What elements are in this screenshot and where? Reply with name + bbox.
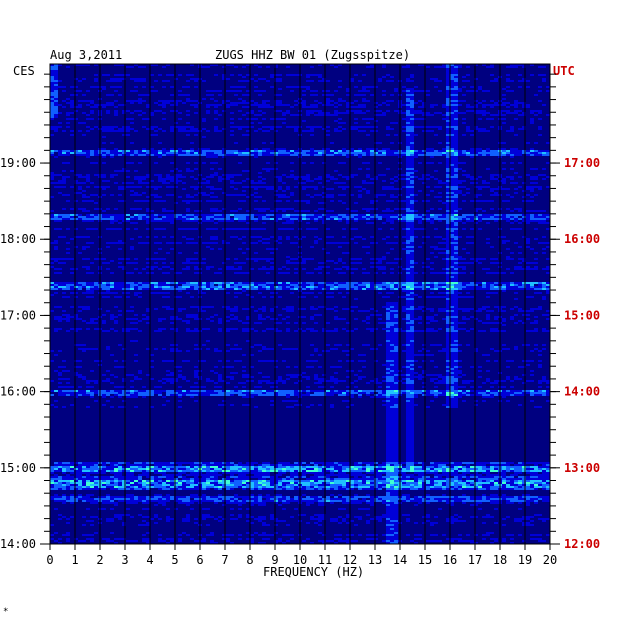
x-axis-label: FREQUENCY (HZ) <box>263 565 365 579</box>
x-tick-label: 13 <box>368 553 382 567</box>
x-tick-label: 5 <box>171 553 178 567</box>
y-tick-label-utc: 17:00 <box>564 156 600 170</box>
y-tick-label-local: 16:00 <box>0 385 36 399</box>
x-tick-label: 14 <box>393 553 407 567</box>
x-tick-label: 15 <box>418 553 432 567</box>
x-tick-label: 16 <box>443 553 457 567</box>
y-tick-label-utc: 13:00 <box>564 461 600 475</box>
x-tick-label: 11 <box>318 553 332 567</box>
spectrogram-cells <box>50 64 550 544</box>
y-tick-label-utc: 14:00 <box>564 385 600 399</box>
x-tick-label: 12 <box>343 553 357 567</box>
x-tick-label: 4 <box>146 553 153 567</box>
y-tick-label-local: 14:00 <box>0 537 36 551</box>
x-tick-label: 18 <box>493 553 507 567</box>
y-tick-label-local: 17:00 <box>0 308 36 322</box>
y-tick-label-utc: 12:00 <box>564 537 600 551</box>
station-title: ZUGS HHZ BW 01 (Zugsspitze) <box>215 48 411 62</box>
x-tick-label: 3 <box>121 553 128 567</box>
x-tick-label: 20 <box>543 553 557 567</box>
y-tick-label-utc: 15:00 <box>564 308 600 322</box>
x-tick-label: 1 <box>71 553 78 567</box>
x-tick-label: 6 <box>196 553 203 567</box>
y-tick-label-local: 15:00 <box>0 461 36 475</box>
x-tick-label: 10 <box>293 553 307 567</box>
x-tick-label: 17 <box>468 553 482 567</box>
y-tick-label-local: 19:00 <box>0 156 36 170</box>
x-tick-label: 19 <box>518 553 532 567</box>
x-tick-label: 8 <box>246 553 253 567</box>
x-tick-label: 7 <box>221 553 228 567</box>
y-tick-label-local: 18:00 <box>0 232 36 246</box>
y-tick-label-utc: 16:00 <box>564 232 600 246</box>
right-timezone-label: UTC <box>553 64 575 78</box>
x-tick-label: 0 <box>46 553 53 567</box>
x-tick-label: 9 <box>271 553 278 567</box>
plot-frame <box>49 63 551 545</box>
date-label: Aug 3,2011 <box>50 48 123 62</box>
left-timezone-label: CES <box>13 64 35 78</box>
x-tick-label: 2 <box>96 553 103 567</box>
footer-mark: * <box>3 607 9 617</box>
